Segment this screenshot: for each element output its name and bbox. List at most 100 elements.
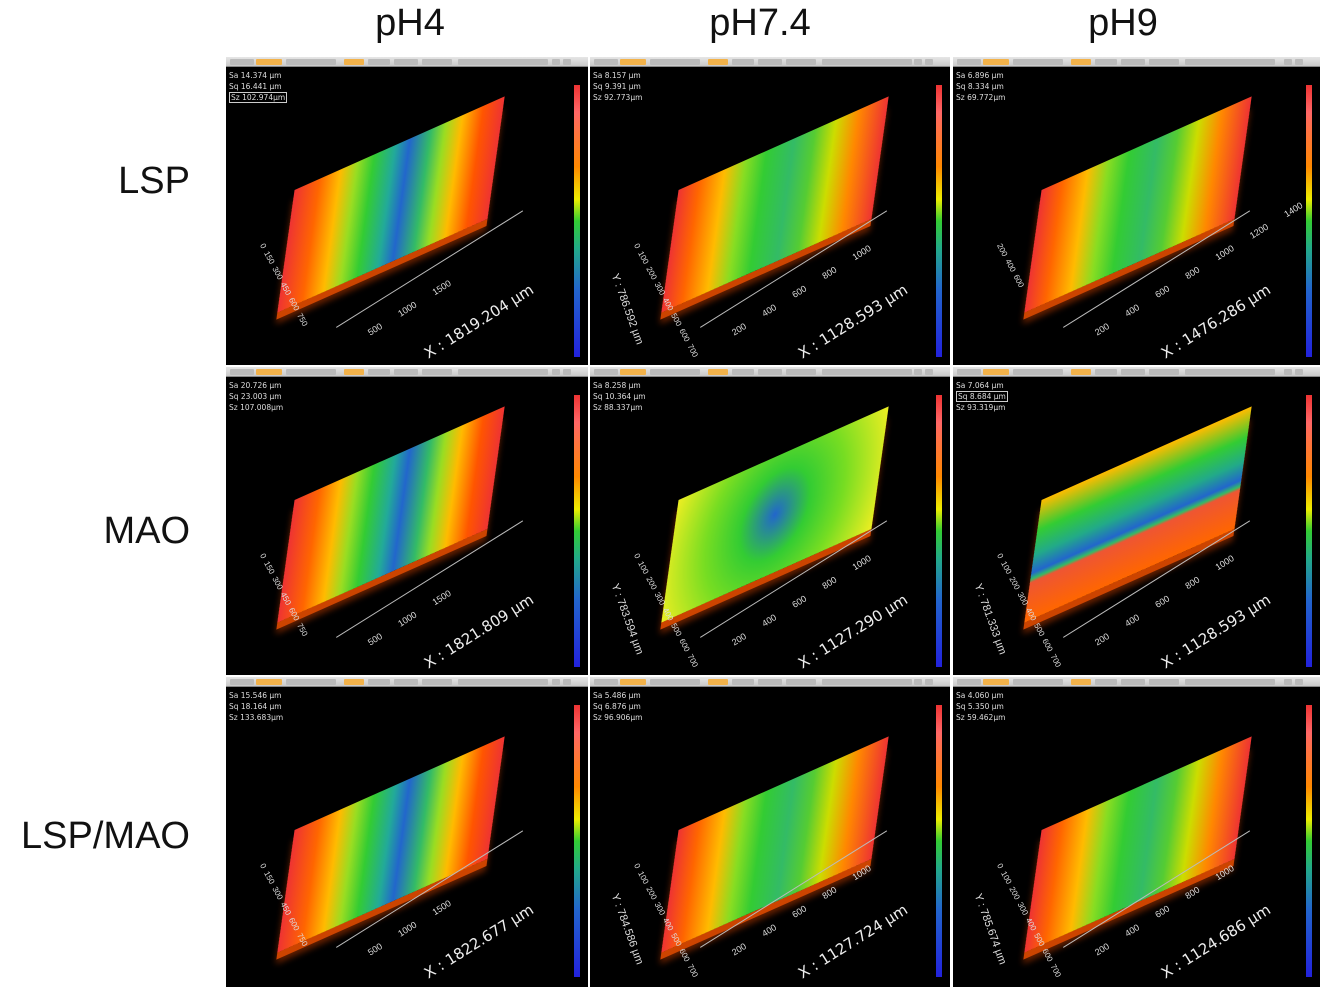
- toolbar-button[interactable]: [1149, 679, 1179, 685]
- toolbar-button[interactable]: [230, 679, 254, 685]
- toolbar-button[interactable]: [1185, 59, 1275, 65]
- toolbar-button[interactable]: [758, 59, 782, 65]
- toolbar-button[interactable]: [368, 59, 390, 65]
- toolbar-button[interactable]: [256, 679, 282, 685]
- toolbar-button[interactable]: [1071, 679, 1091, 685]
- toolbar-button[interactable]: [957, 59, 981, 65]
- toolbar-button[interactable]: [786, 679, 816, 685]
- toolbar-button[interactable]: [368, 679, 390, 685]
- toolbar-button[interactable]: [394, 59, 418, 65]
- toolbar-button[interactable]: [983, 369, 1009, 375]
- toolbar-button[interactable]: [1071, 59, 1091, 65]
- toolbar-button[interactable]: [983, 59, 1009, 65]
- toolbar-button[interactable]: [620, 59, 646, 65]
- toolbar-button[interactable]: [925, 679, 933, 685]
- toolbar-button[interactable]: [394, 679, 418, 685]
- toolbar-button[interactable]: [708, 59, 728, 65]
- toolbar-button[interactable]: [230, 369, 254, 375]
- profile-panel: Sa 6.896 µm Sq 8.334 µm Sz 69.772µm 200 400…: [953, 57, 1320, 365]
- toolbar-button[interactable]: [1013, 59, 1063, 65]
- toolbar-button[interactable]: [708, 679, 728, 685]
- toolbar-button[interactable]: [650, 369, 700, 375]
- toolbar-button[interactable]: [1095, 59, 1117, 65]
- toolbar-button[interactable]: [552, 59, 560, 65]
- toolbar-button[interactable]: [563, 369, 571, 375]
- toolbar-button[interactable]: [1095, 679, 1117, 685]
- toolbar-button[interactable]: [650, 679, 700, 685]
- toolbar-button[interactable]: [344, 369, 364, 375]
- toolbar-button[interactable]: [822, 59, 912, 65]
- profile-panel: Sa 15.546 µm Sq 18.164 µm Sz 133.683µm 500 …: [226, 677, 588, 987]
- toolbar-button[interactable]: [422, 679, 452, 685]
- toolbar-button[interactable]: [458, 59, 548, 65]
- viewer-toolbar: [226, 677, 588, 687]
- toolbar-button[interactable]: [368, 369, 390, 375]
- stat-value: Sq 10.364 µm: [593, 392, 646, 401]
- toolbar-button[interactable]: [1071, 369, 1091, 375]
- toolbar-button[interactable]: [1284, 679, 1292, 685]
- toolbar-button[interactable]: [1185, 679, 1275, 685]
- stat-value: Sz 69.772µm: [956, 93, 1006, 102]
- toolbar-button[interactable]: [1295, 369, 1303, 375]
- toolbar-button[interactable]: [1121, 369, 1145, 375]
- toolbar-button[interactable]: [732, 59, 754, 65]
- toolbar-button[interactable]: [422, 59, 452, 65]
- toolbar-button[interactable]: [1149, 369, 1179, 375]
- toolbar-button[interactable]: [1013, 369, 1063, 375]
- toolbar-button[interactable]: [1149, 59, 1179, 65]
- profile-panel: Sa 7.064 µm Sq 8.684 µm Sz 93.319µm 200 400…: [953, 367, 1320, 675]
- toolbar-button[interactable]: [1284, 59, 1292, 65]
- toolbar-button[interactable]: [620, 679, 646, 685]
- toolbar-button[interactable]: [394, 369, 418, 375]
- toolbar-button[interactable]: [786, 59, 816, 65]
- toolbar-button[interactable]: [458, 679, 548, 685]
- toolbar-button[interactable]: [458, 369, 548, 375]
- toolbar-button[interactable]: [914, 679, 922, 685]
- toolbar-button[interactable]: [957, 679, 981, 685]
- toolbar-button[interactable]: [594, 59, 618, 65]
- toolbar-button[interactable]: [758, 679, 782, 685]
- toolbar-button[interactable]: [708, 369, 728, 375]
- toolbar-button[interactable]: [650, 59, 700, 65]
- toolbar-button[interactable]: [1284, 369, 1292, 375]
- toolbar-button[interactable]: [620, 369, 646, 375]
- toolbar-button[interactable]: [914, 369, 922, 375]
- toolbar-button[interactable]: [732, 369, 754, 375]
- toolbar-button[interactable]: [914, 59, 922, 65]
- y-axis-label: Y : 784.586 µm: [608, 892, 646, 967]
- toolbar-button[interactable]: [552, 369, 560, 375]
- toolbar-button[interactable]: [256, 369, 282, 375]
- toolbar-button[interactable]: [822, 679, 912, 685]
- toolbar-button[interactable]: [563, 59, 571, 65]
- toolbar-button[interactable]: [1013, 679, 1063, 685]
- toolbar-button[interactable]: [983, 679, 1009, 685]
- toolbar-button[interactable]: [1295, 679, 1303, 685]
- toolbar-button[interactable]: [286, 59, 336, 65]
- toolbar-button[interactable]: [925, 369, 933, 375]
- toolbar-button[interactable]: [1185, 369, 1275, 375]
- toolbar-button[interactable]: [552, 679, 560, 685]
- toolbar-button[interactable]: [1121, 59, 1145, 65]
- toolbar-button[interactable]: [822, 369, 912, 375]
- toolbar-button[interactable]: [732, 679, 754, 685]
- toolbar-button[interactable]: [1095, 369, 1117, 375]
- profile-panel: Sa 8.157 µm Sq 9.391 µm Sz 92.773µm 200 400…: [590, 57, 950, 365]
- toolbar-button[interactable]: [563, 679, 571, 685]
- toolbar-button[interactable]: [594, 679, 618, 685]
- toolbar-button[interactable]: [344, 679, 364, 685]
- toolbar-button[interactable]: [1295, 59, 1303, 65]
- toolbar-button[interactable]: [758, 369, 782, 375]
- toolbar-button[interactable]: [925, 59, 933, 65]
- toolbar-button[interactable]: [286, 679, 336, 685]
- toolbar-button[interactable]: [594, 369, 618, 375]
- toolbar-button[interactable]: [230, 59, 254, 65]
- toolbar-button[interactable]: [286, 369, 336, 375]
- toolbar-button[interactable]: [422, 369, 452, 375]
- stat-value: Sz 133.683µm: [229, 713, 284, 722]
- stat-sq: Sq 8.684 µm: [956, 391, 1008, 402]
- toolbar-button[interactable]: [786, 369, 816, 375]
- toolbar-button[interactable]: [344, 59, 364, 65]
- toolbar-button[interactable]: [957, 369, 981, 375]
- toolbar-button[interactable]: [1121, 679, 1145, 685]
- toolbar-button[interactable]: [256, 59, 282, 65]
